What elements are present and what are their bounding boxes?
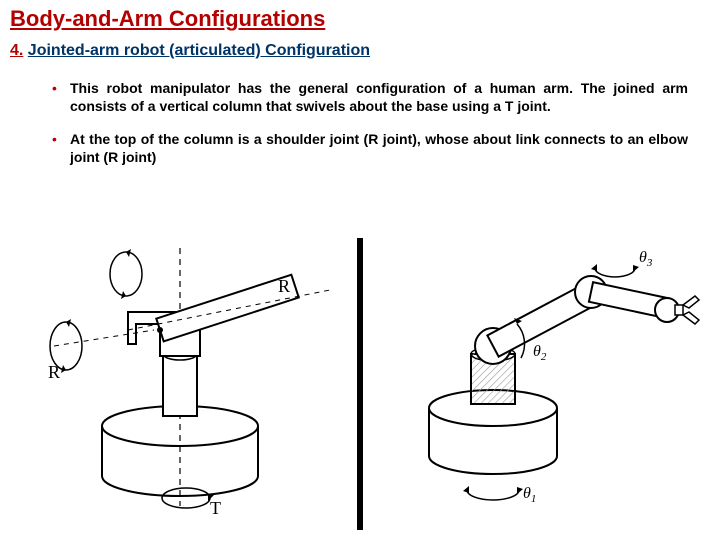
bullet-icon: • bbox=[52, 131, 70, 166]
label-theta3: θ3 bbox=[639, 249, 653, 269]
label-R-shoulder: R bbox=[48, 362, 60, 382]
robot-schematic-left: T R R bbox=[10, 238, 357, 530]
list-item: • This robot manipulator has the general… bbox=[52, 80, 688, 115]
bullet-list: • This robot manipulator has the general… bbox=[52, 80, 688, 182]
robot-schematic-right: θ1 θ2 θ3 bbox=[363, 238, 710, 530]
subtitle: 4. Jointed-arm robot (articulated) Confi… bbox=[10, 42, 370, 60]
subtitle-number: 4. bbox=[10, 42, 23, 59]
label-T: T bbox=[210, 498, 221, 518]
label-R-elbow: R bbox=[278, 276, 290, 296]
list-item: • At the top of the column is a shoulder… bbox=[52, 131, 688, 166]
bullet-text: At the top of the column is a shoulder j… bbox=[70, 131, 688, 166]
figure-right: θ1 θ2 θ3 bbox=[363, 238, 710, 530]
label-theta2: θ2 bbox=[533, 343, 547, 363]
figure-left: T R R bbox=[10, 238, 357, 530]
label-theta1: θ1 bbox=[523, 485, 536, 505]
bullet-icon: • bbox=[52, 80, 70, 115]
figure-row: T R R bbox=[10, 238, 710, 530]
page-title: Body-and-Arm Configurations bbox=[10, 6, 325, 32]
subtitle-text: Jointed-arm robot (articulated) Configur… bbox=[28, 42, 370, 59]
bullet-text: This robot manipulator has the general c… bbox=[70, 80, 688, 115]
